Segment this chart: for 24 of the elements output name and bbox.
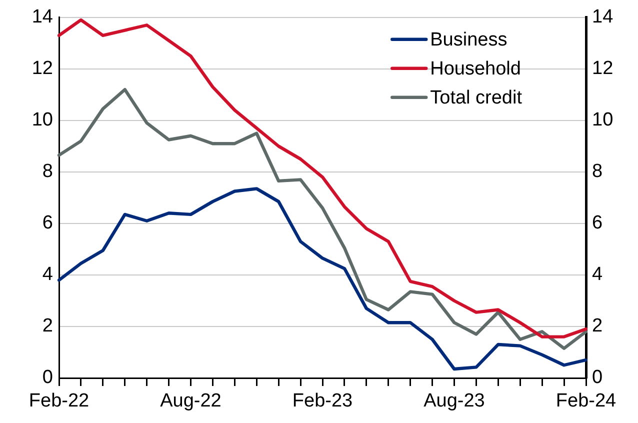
y-tick-label: 2 [42,316,53,337]
x-tick-label: Aug-22 [160,390,222,412]
x-tick-label: Aug-23 [424,390,485,412]
x-tick-label: Feb-24 [556,390,617,412]
y-tick-label: 6 [42,212,53,234]
y2-tick-label: 12 [592,58,614,80]
legend-label: Total credit [430,88,523,109]
x-tick-label: Feb-23 [292,390,353,412]
y2-tick-label: 8 [592,161,603,182]
legend-label: Household [430,58,521,80]
x-tick-label: Feb-22 [28,390,90,412]
y2-tick-label: 14 [592,6,614,28]
legend-label: Business [430,30,508,51]
y-tick-label: 14 [32,6,54,28]
y2-tick-label: 6 [592,212,603,234]
y-tick-label: 0 [42,367,53,388]
y-tick-label: 4 [42,264,54,286]
y2-tick-label: 2 [592,316,603,337]
y-tick-label: 12 [32,58,53,80]
y2-tick-label: 10 [592,110,614,131]
y-tick-label: 10 [32,110,53,131]
y2-tick-label: 0 [592,367,603,388]
y-tick-label: 8 [42,161,53,182]
y2-tick-label: 4 [592,264,603,286]
